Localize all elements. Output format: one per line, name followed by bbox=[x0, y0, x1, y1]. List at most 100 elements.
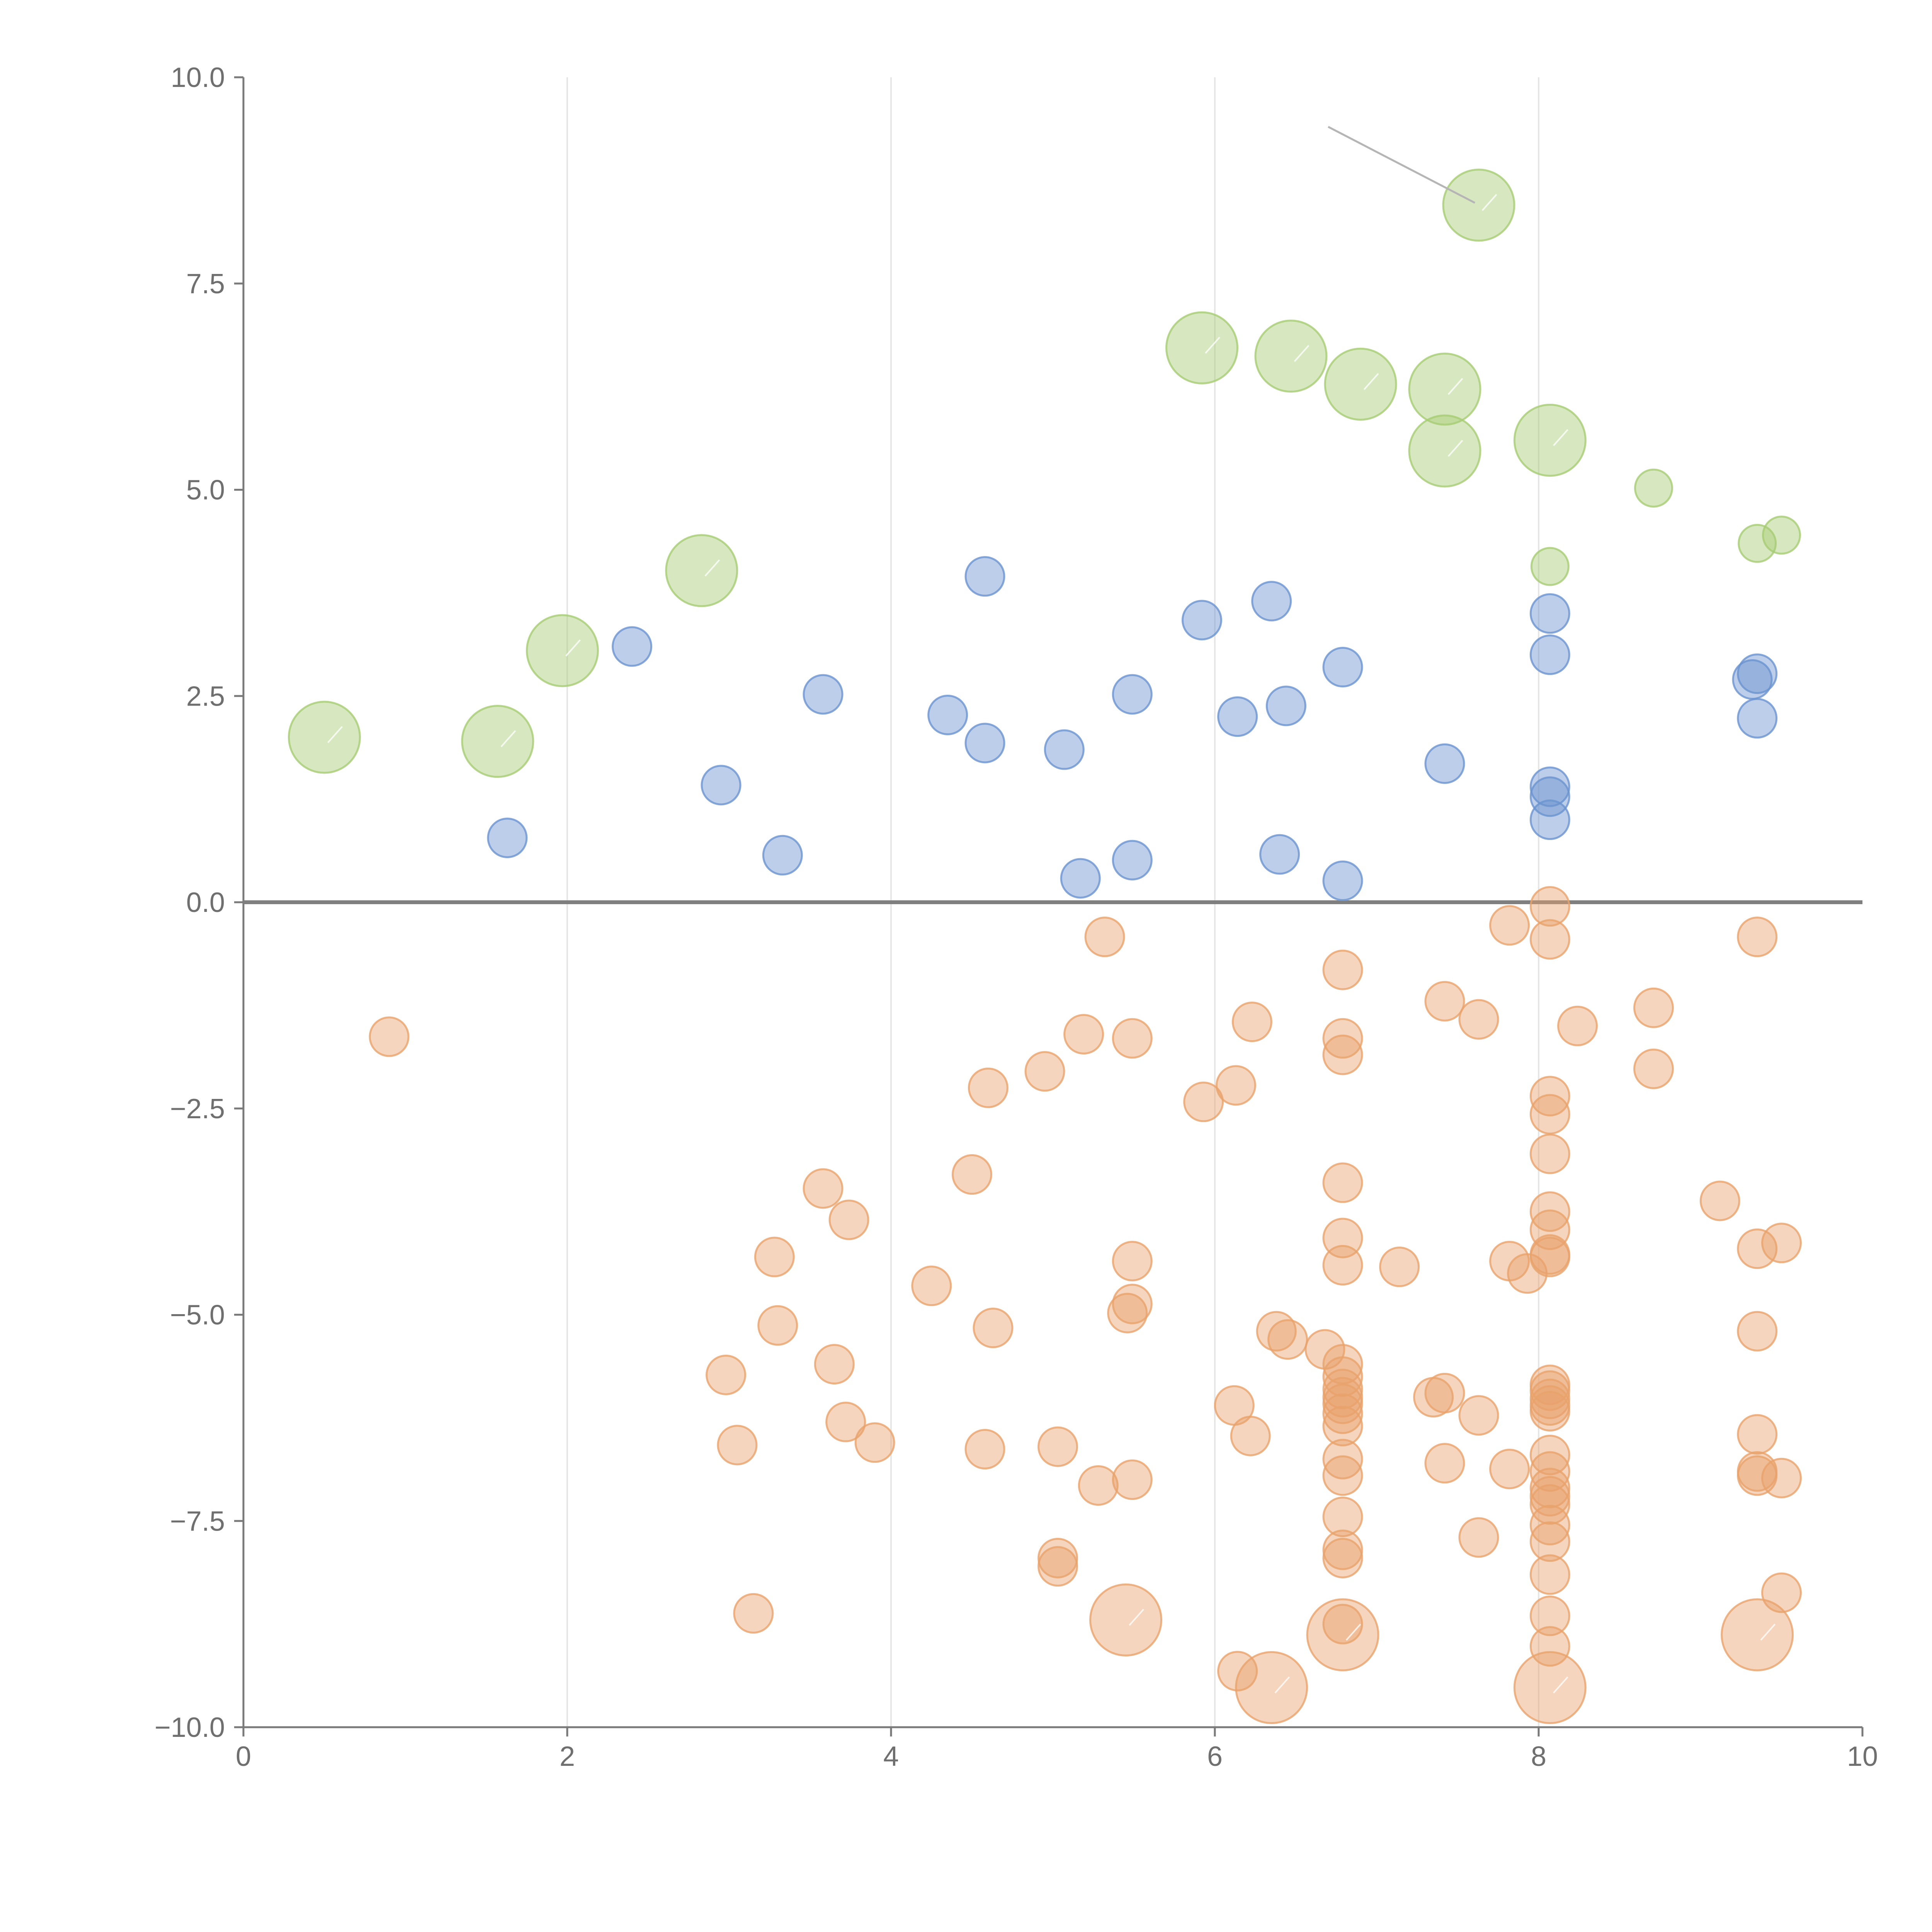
data-point-blue[interactable] bbox=[1529, 593, 1570, 634]
data-point-green[interactable] bbox=[526, 614, 599, 687]
data-point-orange[interactable] bbox=[1322, 1529, 1363, 1570]
data-point-orange[interactable] bbox=[1235, 1651, 1308, 1725]
data-point-orange[interactable] bbox=[1322, 1245, 1363, 1286]
data-point-orange[interactable] bbox=[814, 1344, 855, 1385]
data-point-blue[interactable] bbox=[762, 835, 803, 876]
data-point-orange[interactable] bbox=[1322, 1383, 1363, 1424]
data-point-blue[interactable] bbox=[612, 626, 653, 667]
data-point-orange[interactable] bbox=[1084, 917, 1125, 957]
data-point-green[interactable] bbox=[1442, 168, 1515, 242]
data-point-orange[interactable] bbox=[1231, 1002, 1272, 1043]
data-point-orange[interactable] bbox=[1424, 1443, 1465, 1484]
data-point-orange[interactable] bbox=[1529, 1236, 1570, 1277]
data-point-orange[interactable] bbox=[1529, 1133, 1570, 1174]
data-point-blue[interactable] bbox=[1737, 698, 1778, 739]
data-point-green[interactable] bbox=[288, 701, 361, 774]
data-point-green[interactable] bbox=[1254, 320, 1328, 393]
data-point-blue[interactable] bbox=[803, 674, 844, 715]
data-point-orange[interactable] bbox=[1078, 1465, 1119, 1506]
data-point-green[interactable] bbox=[1738, 524, 1777, 563]
data-point-orange[interactable] bbox=[1489, 905, 1530, 946]
data-point-orange[interactable] bbox=[1737, 1311, 1778, 1352]
data-point-orange[interactable] bbox=[1529, 1391, 1570, 1432]
data-point-orange[interactable] bbox=[854, 1422, 895, 1463]
data-point-orange[interactable] bbox=[1529, 886, 1570, 927]
data-point-blue[interactable] bbox=[1112, 674, 1153, 715]
data-point-orange[interactable] bbox=[1024, 1051, 1065, 1092]
data-point-blue[interactable] bbox=[1044, 729, 1085, 770]
data-point-orange[interactable] bbox=[1529, 919, 1570, 960]
data-point-orange[interactable] bbox=[1267, 1319, 1308, 1360]
data-point-blue[interactable] bbox=[1181, 600, 1222, 641]
data-point-orange[interactable] bbox=[1529, 1434, 1570, 1475]
data-point-blue[interactable] bbox=[1265, 685, 1306, 726]
data-point-orange[interactable] bbox=[1306, 1598, 1379, 1672]
data-point-orange[interactable] bbox=[825, 1401, 866, 1442]
data-point-orange[interactable] bbox=[1529, 1468, 1570, 1509]
data-point-green[interactable] bbox=[665, 534, 738, 607]
data-point-blue[interactable] bbox=[1529, 776, 1570, 817]
data-point-orange[interactable] bbox=[1322, 1018, 1363, 1059]
data-point-orange[interactable] bbox=[828, 1199, 869, 1240]
data-point-orange[interactable] bbox=[1322, 1034, 1363, 1075]
data-point-orange[interactable] bbox=[1529, 1094, 1570, 1135]
data-point-orange[interactable] bbox=[1737, 1228, 1778, 1269]
data-point-orange[interactable] bbox=[1529, 1505, 1570, 1546]
data-point-orange[interactable] bbox=[717, 1425, 758, 1466]
data-point-orange[interactable] bbox=[1322, 1369, 1363, 1410]
data-point-orange[interactable] bbox=[1322, 1497, 1363, 1537]
data-point-blue[interactable] bbox=[1529, 766, 1570, 807]
data-point-orange[interactable] bbox=[1037, 1546, 1078, 1587]
data-point-green[interactable] bbox=[1762, 515, 1801, 555]
data-point-orange[interactable] bbox=[1089, 1583, 1163, 1656]
data-point-orange[interactable] bbox=[1458, 999, 1499, 1040]
data-point-blue[interactable] bbox=[927, 694, 968, 735]
data-point-blue[interactable] bbox=[1322, 860, 1363, 901]
data-point-blue[interactable] bbox=[1060, 858, 1101, 899]
data-point-orange[interactable] bbox=[757, 1305, 798, 1346]
data-point-blue[interactable] bbox=[1322, 647, 1363, 688]
data-point-orange[interactable] bbox=[706, 1354, 747, 1395]
data-point-orange[interactable] bbox=[1529, 1191, 1570, 1232]
data-point-orange[interactable] bbox=[1322, 1162, 1363, 1203]
data-point-orange[interactable] bbox=[1379, 1247, 1420, 1287]
data-point-blue[interactable] bbox=[964, 556, 1005, 597]
data-point-orange[interactable] bbox=[1424, 981, 1465, 1022]
data-point-orange[interactable] bbox=[1063, 1014, 1104, 1055]
data-point-orange[interactable] bbox=[1037, 1426, 1078, 1467]
data-point-orange[interactable] bbox=[754, 1236, 795, 1277]
data-point-orange[interactable] bbox=[1322, 1439, 1363, 1480]
data-point-orange[interactable] bbox=[1322, 1537, 1363, 1578]
data-point-orange[interactable] bbox=[1699, 1180, 1740, 1221]
data-point-orange[interactable] bbox=[952, 1154, 992, 1195]
data-point-orange[interactable] bbox=[803, 1168, 844, 1209]
data-point-orange[interactable] bbox=[1529, 1476, 1570, 1517]
data-point-orange[interactable] bbox=[964, 1429, 1005, 1470]
data-point-blue[interactable] bbox=[487, 817, 528, 858]
data-point-green[interactable] bbox=[1634, 468, 1673, 508]
data-point-blue[interactable] bbox=[1424, 743, 1465, 784]
data-point-orange[interactable] bbox=[1513, 1651, 1587, 1725]
data-point-orange[interactable] bbox=[1529, 1370, 1570, 1411]
data-point-orange[interactable] bbox=[1761, 1458, 1802, 1498]
data-point-orange[interactable] bbox=[733, 1593, 774, 1634]
data-point-orange[interactable] bbox=[1737, 1414, 1778, 1455]
data-point-green[interactable] bbox=[1324, 347, 1397, 421]
data-point-blue[interactable] bbox=[1529, 634, 1570, 675]
data-point-orange[interactable] bbox=[1112, 1459, 1153, 1500]
data-point-blue[interactable] bbox=[1217, 696, 1258, 737]
data-point-green[interactable] bbox=[1513, 403, 1587, 477]
data-point-orange[interactable] bbox=[1112, 1284, 1153, 1325]
data-point-blue[interactable] bbox=[1529, 799, 1570, 840]
data-point-blue[interactable] bbox=[1737, 653, 1778, 694]
data-point-blue[interactable] bbox=[1112, 840, 1153, 881]
data-point-blue[interactable] bbox=[1259, 834, 1300, 875]
data-point-orange[interactable] bbox=[1529, 1554, 1570, 1595]
data-point-orange[interactable] bbox=[1458, 1517, 1499, 1558]
data-point-orange[interactable] bbox=[1633, 1048, 1674, 1089]
data-point-orange[interactable] bbox=[369, 1016, 410, 1057]
data-point-orange[interactable] bbox=[1112, 1241, 1153, 1282]
data-point-orange[interactable] bbox=[1529, 1076, 1570, 1117]
data-point-orange[interactable] bbox=[1215, 1065, 1256, 1106]
data-point-orange[interactable] bbox=[1230, 1415, 1271, 1456]
